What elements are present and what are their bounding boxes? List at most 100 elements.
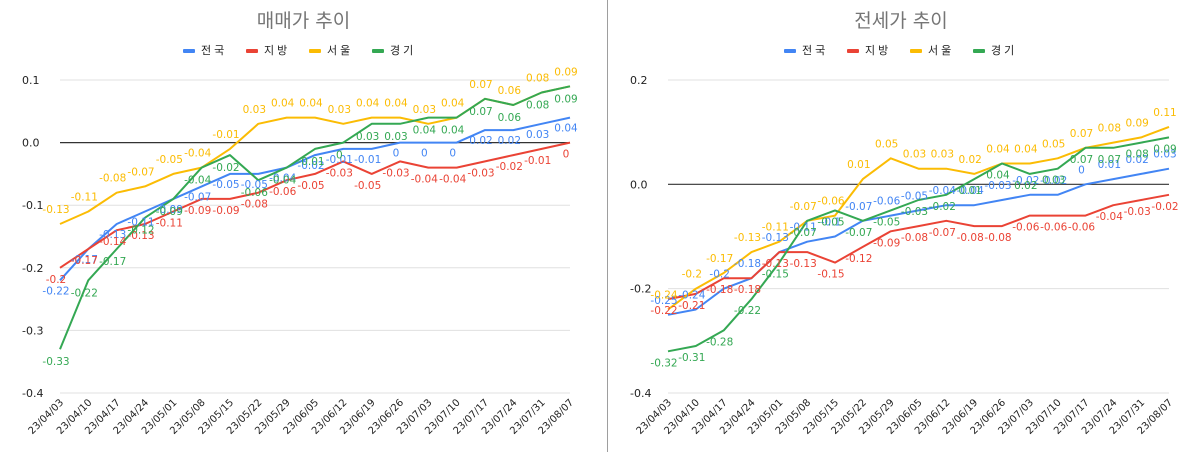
data-label: 0.08 (1125, 149, 1148, 161)
data-label: -0.04 (929, 185, 956, 197)
data-label: -0.06 (1068, 222, 1095, 234)
data-label: -0.07 (127, 166, 154, 178)
data-label: -0.08 (901, 232, 928, 244)
data-label: -0.13 (762, 232, 789, 244)
data-label: 0.03 (243, 104, 266, 116)
data-label: -0.13 (99, 229, 126, 241)
data-label: -0.01 (326, 154, 353, 166)
y-tick-label: -0.1 (22, 199, 43, 212)
data-label: 0.06 (498, 112, 522, 124)
data-label: -0.04 (1096, 211, 1123, 223)
data-label: 0.09 (554, 66, 577, 78)
data-label: 0.02 (1014, 180, 1037, 192)
data-label: -0.05 (817, 216, 844, 228)
data-label: -0.03 (984, 180, 1011, 192)
data-label: -0.09 (873, 237, 900, 249)
data-label: -0.09 (156, 204, 183, 216)
data-label: 0.03 (1042, 175, 1065, 187)
data-label: -0.05 (873, 216, 900, 228)
data-label: 0.03 (526, 129, 549, 141)
data-label: -0.11 (71, 191, 98, 203)
data-label: -0.03 (901, 206, 928, 218)
data-label: 0.04 (441, 98, 465, 110)
data-label: -0.01 (297, 156, 324, 168)
data-label: -0.01 (354, 154, 381, 166)
chart-title: 매매가 추이 (257, 10, 350, 32)
data-label: 0.03 (328, 104, 351, 116)
data-label: 0 (336, 150, 343, 162)
data-label: -0.11 (762, 222, 789, 234)
data-label: 0.02 (498, 135, 521, 147)
legend-label-1: 지방 (264, 44, 290, 57)
data-label: -0.21 (678, 300, 705, 312)
data-label: 0.02 (1125, 154, 1148, 166)
y-tick-label: 0.0 (630, 178, 648, 191)
data-label: 0.09 (1153, 143, 1176, 155)
data-label: -0.11 (156, 217, 183, 229)
y-tick-label: -0.2 (630, 283, 651, 296)
data-label: 0.08 (526, 73, 549, 85)
data-label: -0.24 (650, 290, 677, 302)
data-label: -0.01 (212, 129, 239, 141)
data-label: 0.03 (931, 149, 954, 161)
data-label: 0.05 (875, 138, 898, 150)
series-line-1 (667, 193, 1170, 301)
data-label: 0.08 (526, 100, 549, 112)
data-label: -0.13 (734, 232, 761, 244)
data-label: -0.08 (99, 173, 126, 185)
data-label: -0.22 (650, 305, 677, 317)
data-label: -0.07 (790, 201, 817, 213)
data-label: -0.02 (1151, 201, 1178, 213)
data-label: 0.06 (498, 85, 522, 97)
series-line-3 (59, 85, 571, 350)
y-tick-label: -0.4 (630, 387, 651, 400)
legend-label-3: 경기 (991, 44, 1017, 57)
data-label: -0.04 (411, 174, 438, 186)
chart-title: 전세가 추이 (854, 10, 947, 32)
data-label: -0.06 (873, 196, 900, 208)
data-label: -0.18 (734, 284, 761, 296)
data-label: -0.13 (42, 204, 69, 216)
legend-label-0: 전국 (802, 44, 828, 57)
data-label: -0.13 (790, 258, 817, 270)
data-label: -0.22 (42, 285, 69, 297)
data-label: -0.15 (762, 269, 789, 281)
data-label: -0.05 (354, 180, 381, 192)
data-label: 0.01 (1098, 159, 1121, 171)
y-tick-label: 0.1 (22, 74, 40, 87)
y-tick-label: 0.2 (630, 74, 648, 87)
data-label: 0.04 (271, 98, 295, 110)
data-label: -0.17 (99, 256, 126, 268)
data-label: 0.05 (1042, 138, 1065, 150)
data-label: -0.2 (709, 269, 730, 281)
data-label: -0.04 (269, 173, 296, 185)
series-line-3 (667, 136, 1170, 353)
data-label: 0.08 (1098, 123, 1121, 135)
data-label: -0.13 (127, 230, 154, 242)
data-label: 0.07 (1070, 128, 1093, 140)
data-label: -0.09 (212, 205, 239, 217)
series-line-1 (59, 141, 571, 269)
data-label: 0.04 (441, 125, 465, 137)
data-label: 0.04 (1014, 143, 1038, 155)
data-label: -0.07 (845, 201, 872, 213)
data-label: -0.07 (184, 191, 211, 203)
data-label: -0.05 (156, 154, 183, 166)
data-label: 0.11 (1153, 107, 1176, 119)
data-label: -0.22 (71, 287, 98, 299)
data-label: -0.04 (957, 185, 984, 197)
data-label: -0.04 (269, 175, 296, 187)
series-line-0 (59, 116, 571, 281)
data-label: -0.17 (71, 254, 98, 266)
data-label: -0.08 (984, 232, 1011, 244)
data-label: 0.02 (469, 135, 492, 147)
data-label: -0.2 (682, 269, 703, 281)
y-tick-label: -0.2 (22, 262, 43, 275)
data-label: -0.2 (46, 274, 67, 286)
legend-label-1: 지방 (865, 44, 891, 57)
data-label: -0.1 (821, 217, 842, 229)
data-label: -0.07 (790, 227, 817, 239)
